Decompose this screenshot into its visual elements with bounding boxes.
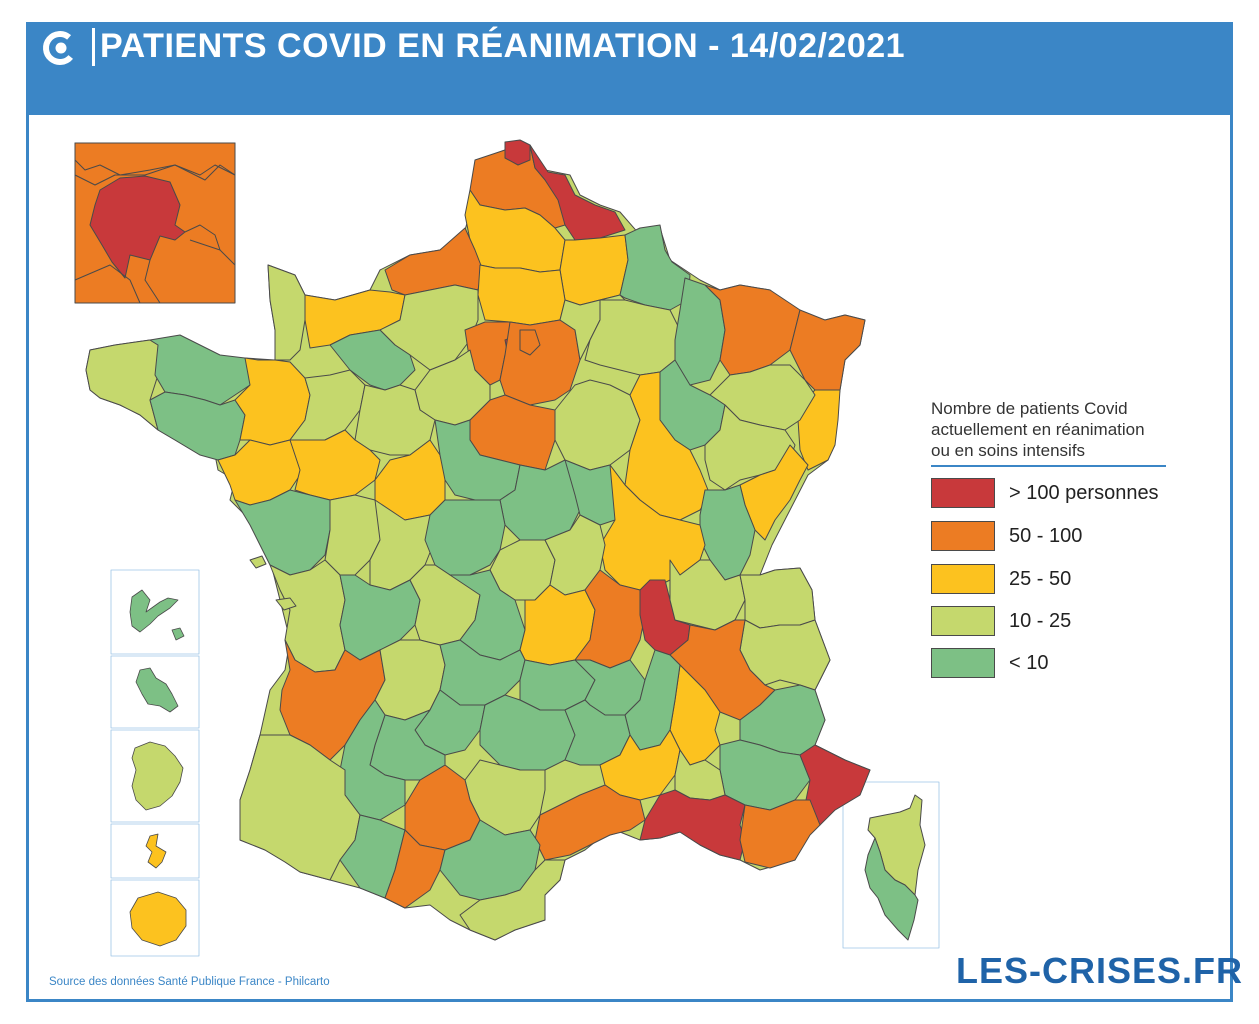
paris-inset <box>74 142 236 304</box>
legend-title-line-1: Nombre de patients Covid <box>931 399 1128 418</box>
atlantic-islands <box>249 555 297 611</box>
legend-item-under-10: < 10 <box>931 648 1191 680</box>
legend-label: 10 - 25 <box>1009 610 1072 632</box>
legend-item-10-25: 10 - 25 <box>931 606 1191 638</box>
legend-swatch-light-green <box>931 606 995 636</box>
source-note: Source des données Santé Publique France… <box>49 976 330 988</box>
legend-swatch-green <box>931 648 995 678</box>
legend-label: 25 - 50 <box>1009 568 1072 590</box>
brand-logo-text: LES-CRISES.FR <box>956 950 1244 991</box>
les-crises-logo-icon <box>43 31 77 65</box>
legend-underline <box>931 465 1166 467</box>
legend-title-line-3: ou en soins intensifs <box>931 441 1086 460</box>
legend-swatch-red <box>931 478 995 508</box>
legend-swatch-orange <box>931 521 995 551</box>
legend-title-line-2: actuellement en réanimation <box>931 420 1145 439</box>
page-title: PATIENTS COVID EN RÉANIMATION - 14/02/20… <box>100 27 906 65</box>
header-bar <box>26 22 1233 115</box>
departments <box>85 139 871 941</box>
legend-item-over-100: > 100 personnes <box>931 478 1191 510</box>
legend-label: > 100 personnes <box>1009 482 1159 504</box>
legend-label: < 10 <box>1009 652 1049 674</box>
legend-item-50-100: 50 - 100 <box>931 521 1191 553</box>
legend-item-25-50: 25 - 50 <box>931 564 1191 596</box>
corsica <box>864 794 926 941</box>
header-separator <box>92 28 95 66</box>
legend-swatch-yellow <box>931 564 995 594</box>
legend-title: Nombre de patients Covid actuellement en… <box>931 398 1201 461</box>
legend-label: 50 - 100 <box>1009 525 1083 547</box>
